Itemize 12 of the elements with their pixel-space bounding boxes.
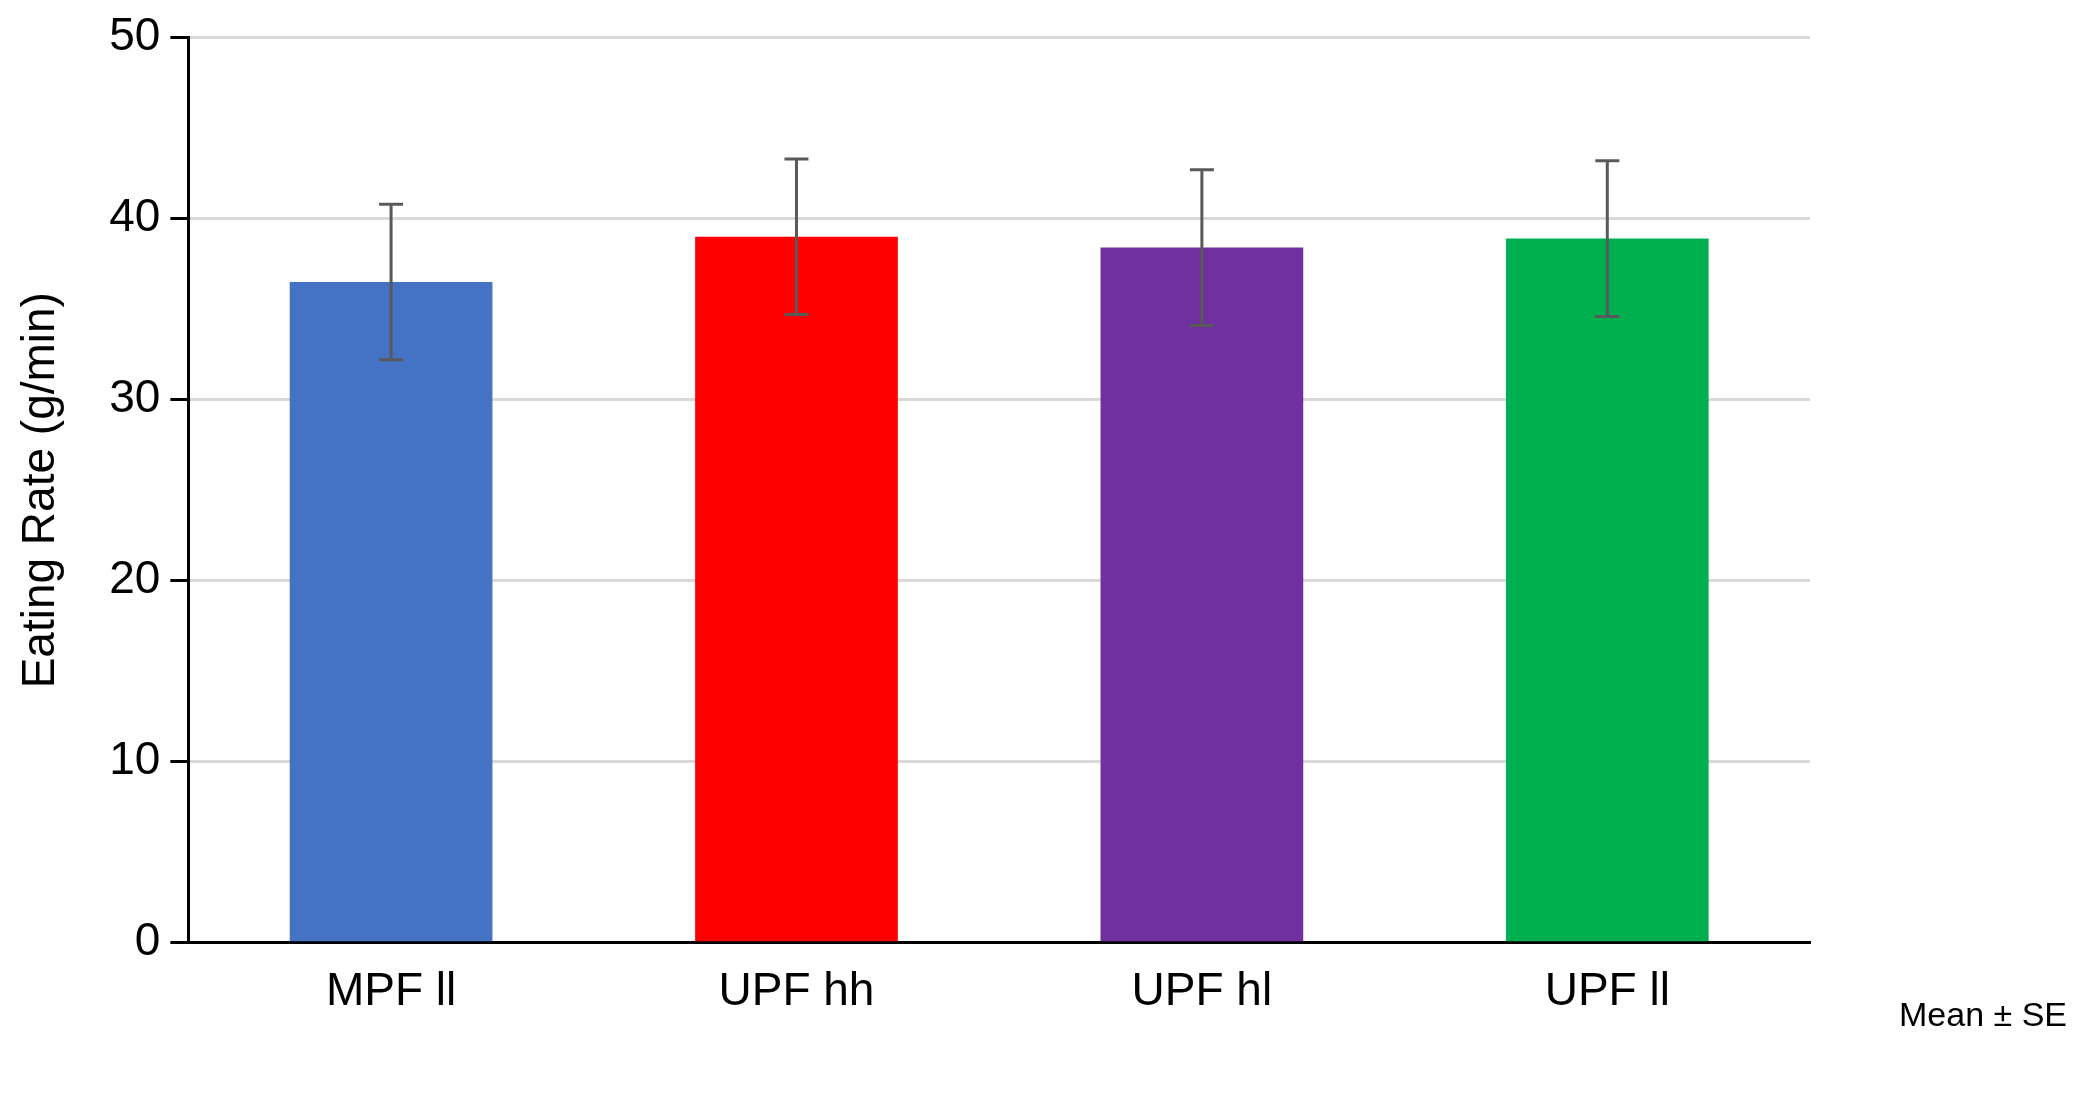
y-tick-label: 50: [109, 8, 161, 61]
y-tick-label: 0: [134, 913, 161, 966]
y-axis-title: Eating Rate (g/min): [12, 292, 65, 689]
y-tick-label: 40: [109, 189, 161, 242]
x-tick-label: MPF ll: [325, 963, 457, 1016]
y-tick-label: 20: [109, 551, 161, 604]
x-tick-label: UPF hh: [718, 963, 875, 1016]
text: Mean ± SE: [1899, 995, 2067, 1034]
x-tick-label: UPF hl: [1131, 963, 1273, 1016]
y-tick-label: 10: [109, 732, 161, 785]
x-tick-label: UPF ll: [1544, 963, 1670, 1016]
y-tick-label: 30: [109, 370, 161, 423]
